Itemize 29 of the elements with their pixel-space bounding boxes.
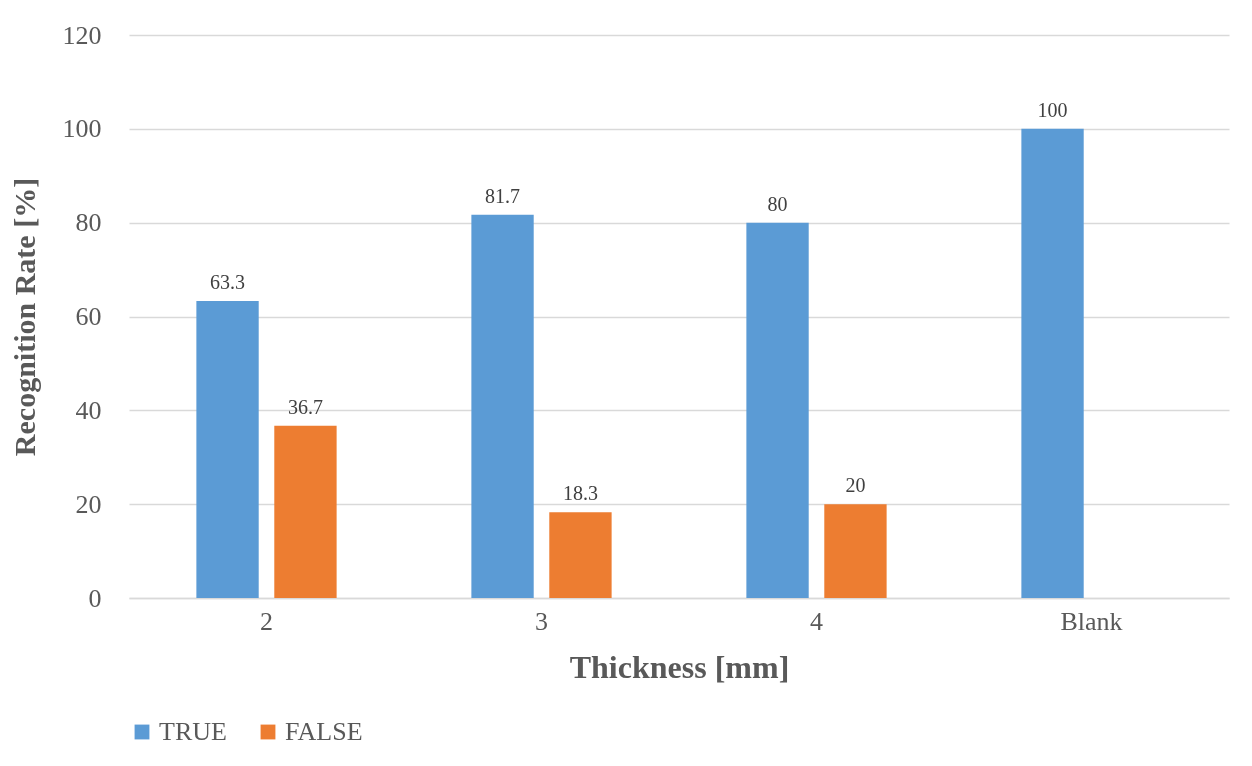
y-tick-label: 120 xyxy=(62,20,102,50)
y-tick-label: 60 xyxy=(75,302,102,331)
data-label: 18.3 xyxy=(562,482,598,505)
bar xyxy=(471,214,534,598)
y-tick-label: 0 xyxy=(88,583,102,613)
y-tick-label: 20 xyxy=(75,489,102,519)
x-tick-label: 2 xyxy=(260,606,273,636)
y-axis-title: Recognition Rate [%] xyxy=(7,177,41,457)
legend-label: TRUE xyxy=(159,717,227,746)
data-label: 81.7 xyxy=(485,184,521,207)
bar xyxy=(1021,128,1084,598)
y-tick-label: 80 xyxy=(75,208,102,238)
y-tick-label: 100 xyxy=(62,114,102,144)
x-tick-label: Blank xyxy=(1060,606,1123,636)
bar xyxy=(274,425,337,598)
y-tick-label: 40 xyxy=(75,395,102,425)
x-tick-label: 3 xyxy=(535,606,548,636)
x-tick-label: 4 xyxy=(810,606,823,636)
bar xyxy=(196,301,259,598)
x-axis-title: Thickness [mm] xyxy=(569,648,790,685)
data-label: 36.7 xyxy=(287,395,323,418)
legend-label: FALSE xyxy=(285,717,363,746)
bar xyxy=(746,222,809,598)
data-label: 20 xyxy=(845,474,866,497)
data-label: 80 xyxy=(767,192,788,215)
bar xyxy=(549,512,612,598)
data-label: 63.3 xyxy=(210,271,246,294)
data-label: 100 xyxy=(1037,98,1068,121)
bar xyxy=(824,504,887,598)
